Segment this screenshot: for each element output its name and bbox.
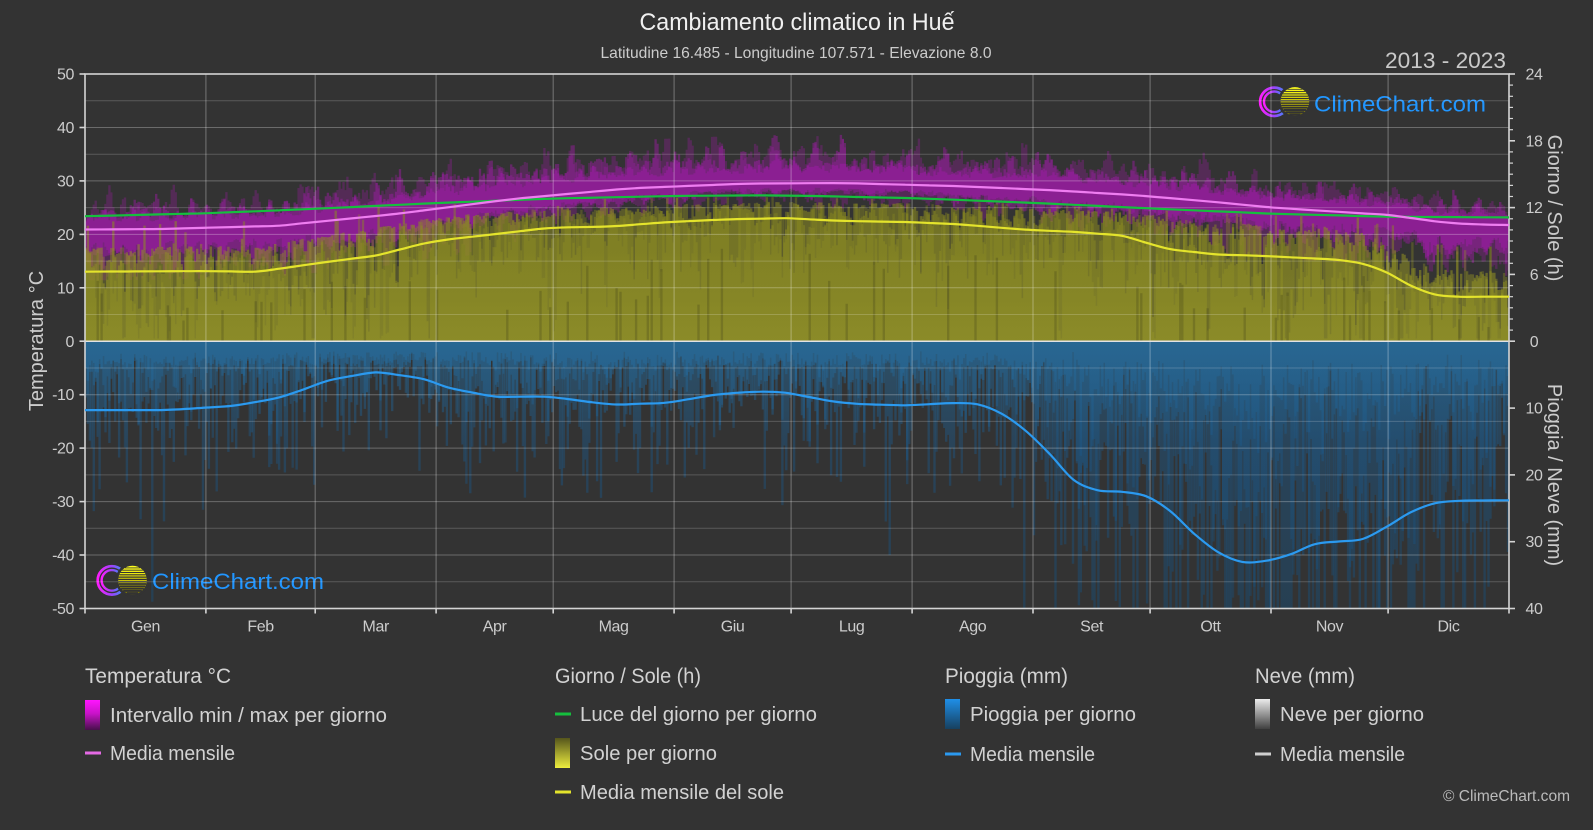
svg-text:Latitudine 16.485 - Longitudin: Latitudine 16.485 - Longitudine 107.571 … (601, 45, 992, 62)
svg-text:10: 10 (1526, 401, 1543, 418)
svg-text:-20: -20 (52, 441, 74, 458)
svg-text:24: 24 (1526, 67, 1543, 84)
svg-text:2013 - 2023: 2013 - 2023 (1385, 48, 1506, 73)
svg-text:Mag: Mag (599, 619, 629, 636)
svg-text:6: 6 (1530, 267, 1539, 284)
svg-text:Media mensile: Media mensile (110, 743, 235, 765)
svg-text:Dic: Dic (1438, 619, 1460, 636)
svg-text:10: 10 (57, 280, 74, 297)
svg-text:Temperatura °C: Temperatura °C (26, 271, 48, 411)
svg-text:Sole per giorno: Sole per giorno (580, 743, 717, 765)
svg-text:Media mensile del sole: Media mensile del sole (580, 782, 784, 804)
svg-text:30: 30 (1526, 534, 1543, 551)
svg-text:-10: -10 (52, 387, 74, 404)
svg-text:Giorno / Sole (h): Giorno / Sole (h) (1543, 135, 1565, 282)
svg-text:40: 40 (1526, 601, 1543, 618)
svg-text:Ago: Ago (959, 619, 987, 636)
svg-text:Ott: Ott (1200, 619, 1221, 636)
svg-text:18: 18 (1526, 133, 1543, 150)
svg-text:ClimeChart.com: ClimeChart.com (1314, 92, 1486, 117)
svg-text:Giorno / Sole (h): Giorno / Sole (h) (555, 665, 701, 688)
svg-text:12: 12 (1526, 200, 1543, 217)
svg-text:50: 50 (57, 67, 74, 84)
svg-text:Temperatura °C: Temperatura °C (85, 665, 231, 688)
svg-text:Feb: Feb (247, 619, 274, 636)
svg-text:-50: -50 (52, 601, 74, 618)
svg-text:Neve (mm): Neve (mm) (1255, 665, 1355, 688)
svg-text:© ClimeChart.com: © ClimeChart.com (1443, 788, 1570, 805)
svg-text:Pioggia / Neve (mm): Pioggia / Neve (mm) (1543, 384, 1565, 566)
svg-text:Set: Set (1080, 619, 1104, 636)
svg-text:20: 20 (1526, 467, 1543, 484)
svg-text:-30: -30 (52, 494, 74, 511)
svg-text:Intervallo min / max per giorn: Intervallo min / max per giorno (110, 705, 387, 727)
svg-text:Media mensile: Media mensile (1280, 744, 1405, 766)
svg-text:Nov: Nov (1316, 619, 1344, 636)
svg-text:20: 20 (57, 227, 74, 244)
svg-text:Luce del giorno per giorno: Luce del giorno per giorno (580, 704, 817, 726)
svg-text:0: 0 (1530, 334, 1539, 351)
svg-text:Neve per giorno: Neve per giorno (1280, 704, 1424, 726)
svg-text:ClimeChart.com: ClimeChart.com (152, 569, 324, 594)
svg-text:-40: -40 (52, 548, 74, 565)
svg-text:Giu: Giu (721, 619, 745, 636)
svg-text:Cambiamento climatico in Huế: Cambiamento climatico in Huế (640, 9, 956, 36)
svg-text:Apr: Apr (483, 619, 508, 636)
svg-text:Pioggia (mm): Pioggia (mm) (945, 665, 1068, 688)
svg-text:Mar: Mar (363, 619, 390, 636)
svg-text:30: 30 (57, 173, 74, 190)
svg-text:Media mensile: Media mensile (970, 744, 1095, 766)
svg-text:Lug: Lug (839, 619, 865, 636)
svg-text:Gen: Gen (131, 619, 160, 636)
svg-text:0: 0 (66, 334, 75, 351)
svg-text:40: 40 (57, 120, 74, 137)
svg-text:Pioggia per giorno: Pioggia per giorno (970, 704, 1136, 726)
